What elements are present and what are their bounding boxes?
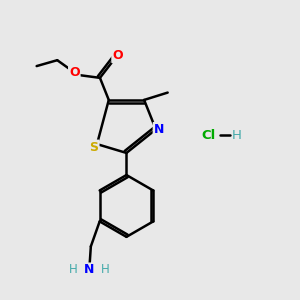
Text: S: S xyxy=(90,141,99,154)
Text: O: O xyxy=(69,66,80,80)
Text: Cl: Cl xyxy=(202,129,216,142)
Text: N: N xyxy=(84,263,94,277)
Text: H: H xyxy=(232,129,242,142)
Text: H: H xyxy=(101,263,110,277)
Text: N: N xyxy=(154,123,164,136)
Text: H: H xyxy=(69,263,77,277)
Text: O: O xyxy=(112,49,123,62)
